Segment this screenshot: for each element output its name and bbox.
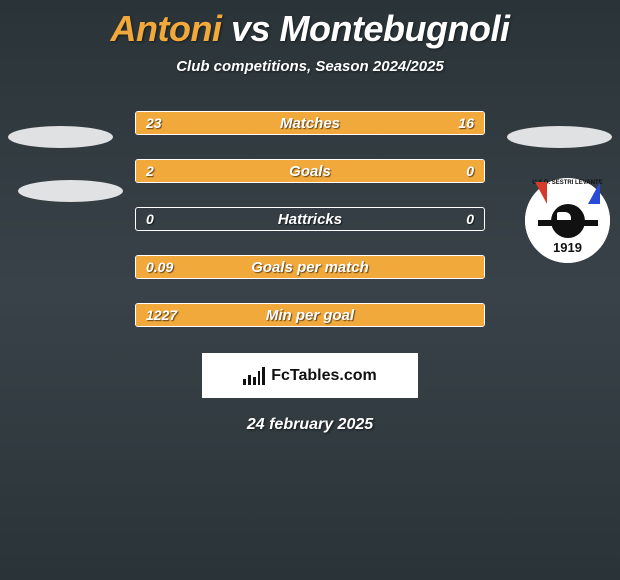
- brand-box[interactable]: FcTables.com: [202, 353, 418, 398]
- bar-label: Min per goal: [266, 307, 354, 324]
- content: Antoni vs Montebugnoli Club competitions…: [0, 0, 620, 580]
- bar-row: 23 Matches 16: [135, 111, 485, 135]
- club-badge-band: [538, 220, 598, 226]
- page-title: Antoni vs Montebugnoli: [111, 8, 510, 50]
- bar-fill-left: [136, 160, 397, 182]
- club-badge: U.S.D. SESTRI LEVANTE 1919: [525, 178, 610, 263]
- bar-label: Hattricks: [278, 211, 342, 228]
- date-text: 24 february 2025: [247, 416, 373, 434]
- bar-label: Goals per match: [251, 259, 369, 276]
- bar-value-right: 16: [458, 115, 474, 131]
- bar-label: Goals: [289, 163, 331, 180]
- bar-value-left: 23: [146, 115, 162, 131]
- player-left-name: Antoni: [111, 8, 222, 49]
- avatar-shadow-left-2: [18, 180, 123, 202]
- comparison-bars: 23 Matches 16 2 Goals 0 0 Hattricks 0 0.09 Goals p…: [135, 111, 485, 327]
- club-badge-flag-left: [535, 182, 547, 204]
- bar-value-left: 0: [146, 211, 154, 227]
- bar-row: 0.09 Goals per match: [135, 255, 485, 279]
- bar-value-right: 0: [466, 163, 474, 179]
- club-badge-right: U.S.D. SESTRI LEVANTE 1919: [525, 178, 610, 263]
- bar-row: 0 Hattricks 0: [135, 207, 485, 231]
- club-badge-year: 1919: [553, 240, 582, 255]
- avatar-shadow-right-1: [507, 126, 612, 148]
- subtitle: Club competitions, Season 2024/2025: [176, 58, 444, 75]
- brand-chart-icon: [243, 367, 265, 385]
- bar-value-left: 2: [146, 163, 154, 179]
- bar-label: Matches: [280, 115, 340, 132]
- club-badge-flag-right: [588, 182, 600, 204]
- bar-value-left: 1227: [146, 307, 177, 323]
- bar-row: 1227 Min per goal: [135, 303, 485, 327]
- avatar-shadow-left-1: [8, 126, 113, 148]
- player-right-name: Montebugnoli: [280, 8, 510, 49]
- bar-row: 2 Goals 0: [135, 159, 485, 183]
- brand-label: FcTables.com: [271, 367, 377, 385]
- vs-text: vs: [231, 8, 270, 49]
- bar-value-right: 0: [466, 211, 474, 227]
- bar-value-left: 0.09: [146, 259, 173, 275]
